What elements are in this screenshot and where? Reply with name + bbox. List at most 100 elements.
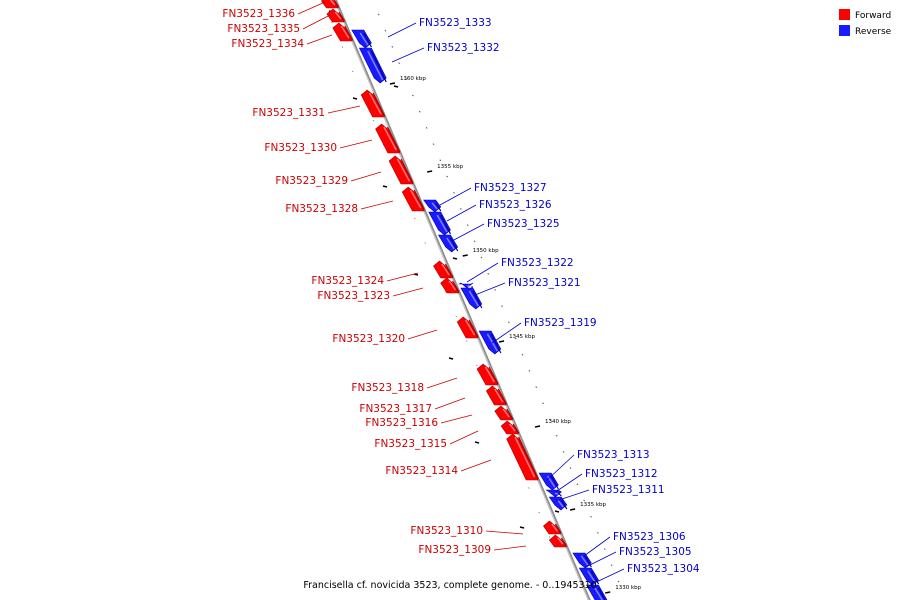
forward-gene[interactable]: [500, 420, 520, 435]
fwd-gene-label-leader: [360, 200, 394, 210]
minor-tick: [331, 21, 333, 24]
fwd-gene-label[interactable]: FN3523_1331: [252, 107, 325, 119]
forward-gene[interactable]: [388, 155, 414, 185]
fwd-gene-label[interactable]: FN3523_1315: [374, 438, 447, 450]
fwd-gene-label[interactable]: FN3523_1310: [410, 525, 483, 537]
minor-tick: [453, 191, 455, 194]
axis-layer: 1360 kbp 1355 kbp 1350 kbp 1345 kbp 1340 kbp…: [328, 0, 642, 600]
rev-gene-label[interactable]: FN3523_1312: [585, 468, 658, 480]
minor-tick: [549, 418, 551, 421]
minor-tick: [351, 70, 354, 73]
rev-gene-label[interactable]: FN3523_1325: [487, 218, 560, 230]
minor-tick: [576, 483, 579, 486]
minor-tick: [507, 321, 510, 324]
legend-reverse-swatch: [839, 25, 850, 36]
forward-gene[interactable]: [375, 123, 401, 154]
forward-gene[interactable]: [543, 520, 562, 535]
segment-marker: [519, 526, 525, 529]
rev-gene-label-leader: [585, 551, 617, 568]
rev-gene-label-leader: [474, 282, 506, 296]
fwd-gene-label[interactable]: FN3523_1330: [264, 142, 337, 154]
minor-tick: [425, 127, 428, 129]
rev-gene-label[interactable]: FN3523_1306: [613, 531, 686, 543]
forward-gene[interactable]: [506, 433, 539, 481]
fwd-gene-label-leader: [302, 14, 331, 30]
rev-gene-label-leader: [583, 536, 611, 557]
forward-gene[interactable]: [433, 260, 454, 279]
minor-tick: [583, 499, 586, 502]
fwd-gene-label[interactable]: FN3523_1324: [311, 275, 384, 287]
forward-gene[interactable]: [360, 89, 386, 118]
minor-tick: [391, 46, 394, 48]
rev-gene-label[interactable]: FN3523_1304: [627, 563, 700, 575]
forward-gene[interactable]: [494, 405, 514, 421]
minor-tick: [384, 29, 387, 32]
fwd-gene-label[interactable]: FN3523_1317: [359, 403, 432, 415]
rev-gene-label[interactable]: FN3523_1332: [427, 42, 500, 54]
minor-tick: [411, 94, 414, 97]
reverse-gene[interactable]: [351, 29, 372, 49]
rev-gene-label[interactable]: FN3523_1322: [501, 257, 574, 269]
reverse-gene[interactable]: [458, 282, 474, 289]
minor-tick: [418, 110, 421, 113]
minor-tick: [501, 305, 503, 307]
fwd-gene-label[interactable]: FN3523_1309: [418, 544, 491, 556]
scale-tick-label: 1350 kbp: [473, 248, 499, 254]
fwd-gene-label-leader: [440, 414, 473, 424]
rev-gene-label[interactable]: FN3523_1321: [508, 277, 581, 289]
forward-gene[interactable]: [326, 8, 345, 23]
fwd-gene-label[interactable]: FN3523_1314: [385, 465, 458, 477]
reverse-gene[interactable]: [545, 489, 562, 498]
minor-tick: [494, 289, 497, 291]
rev-gene-label[interactable]: FN3523_1326: [479, 199, 552, 211]
rev-gene-label[interactable]: FN3523_1327: [474, 182, 547, 194]
forward-gene[interactable]: [485, 385, 507, 406]
rev-gene-label-leader: [387, 22, 417, 38]
minor-tick: [596, 532, 599, 534]
fwd-gene-label[interactable]: FN3523_1323: [317, 290, 390, 302]
fwd-gene-label[interactable]: FN3523_1328: [285, 203, 358, 215]
fwd-gene-label[interactable]: FN3523_1329: [275, 175, 348, 187]
fwd-gene-label[interactable]: FN3523_1320: [332, 333, 405, 345]
minor-tick: [455, 315, 458, 318]
fwd-gene-label-leader: [392, 287, 424, 297]
fwd-gene-label[interactable]: FN3523_1335: [227, 23, 300, 35]
reverse-gene[interactable]: [358, 47, 387, 84]
minor-tick: [432, 143, 435, 145]
fwd-gene-label[interactable]: FN3523_1316: [365, 417, 438, 429]
reverse-gene[interactable]: [423, 199, 442, 213]
label-layer: FN3523_1336 FN3523_1335 FN3523_1334 FN3523_…: [222, 1, 700, 586]
rev-gene-label[interactable]: FN3523_1333: [419, 17, 492, 29]
minor-tick: [555, 434, 558, 437]
reverse-gene[interactable]: [548, 496, 568, 511]
rev-gene-label-leader: [446, 204, 477, 222]
reverse-gene[interactable]: [428, 211, 452, 236]
minor-tick: [398, 62, 401, 64]
forward-gene[interactable]: [332, 22, 353, 42]
rev-gene-label[interactable]: FN3523_1319: [524, 317, 597, 329]
reverse-gene[interactable]: [460, 287, 483, 310]
fwd-gene-label[interactable]: FN3523_1334: [231, 38, 304, 50]
fwd-gene-label[interactable]: FN3523_1318: [351, 382, 424, 394]
fwd-gene-label-leader: [297, 1, 326, 15]
forward-gene[interactable]: [321, 0, 340, 9]
reverse-gene[interactable]: [437, 234, 459, 253]
major-tick: [389, 82, 396, 85]
forward-gene[interactable]: [456, 316, 479, 339]
forward-gene[interactable]: [548, 534, 568, 548]
fwd-gene-label-leader: [460, 459, 492, 472]
rev-gene-label[interactable]: FN3523_1305: [619, 546, 692, 558]
rev-gene-label[interactable]: FN3523_1313: [577, 449, 650, 461]
rev-gene-label[interactable]: FN3523_1311: [592, 484, 665, 496]
forward-gene[interactable]: [401, 186, 425, 212]
minor-tick: [465, 340, 468, 342]
forward-gene[interactable]: [440, 277, 460, 294]
minor-tick: [535, 386, 538, 388]
reverse-gene[interactable]: [478, 330, 502, 355]
minor-tick: [548, 536, 551, 538]
minor-tick: [439, 159, 442, 162]
forward-gene[interactable]: [476, 363, 499, 386]
minor-tick: [487, 272, 490, 275]
fwd-gene-label[interactable]: FN3523_1336: [222, 8, 295, 20]
